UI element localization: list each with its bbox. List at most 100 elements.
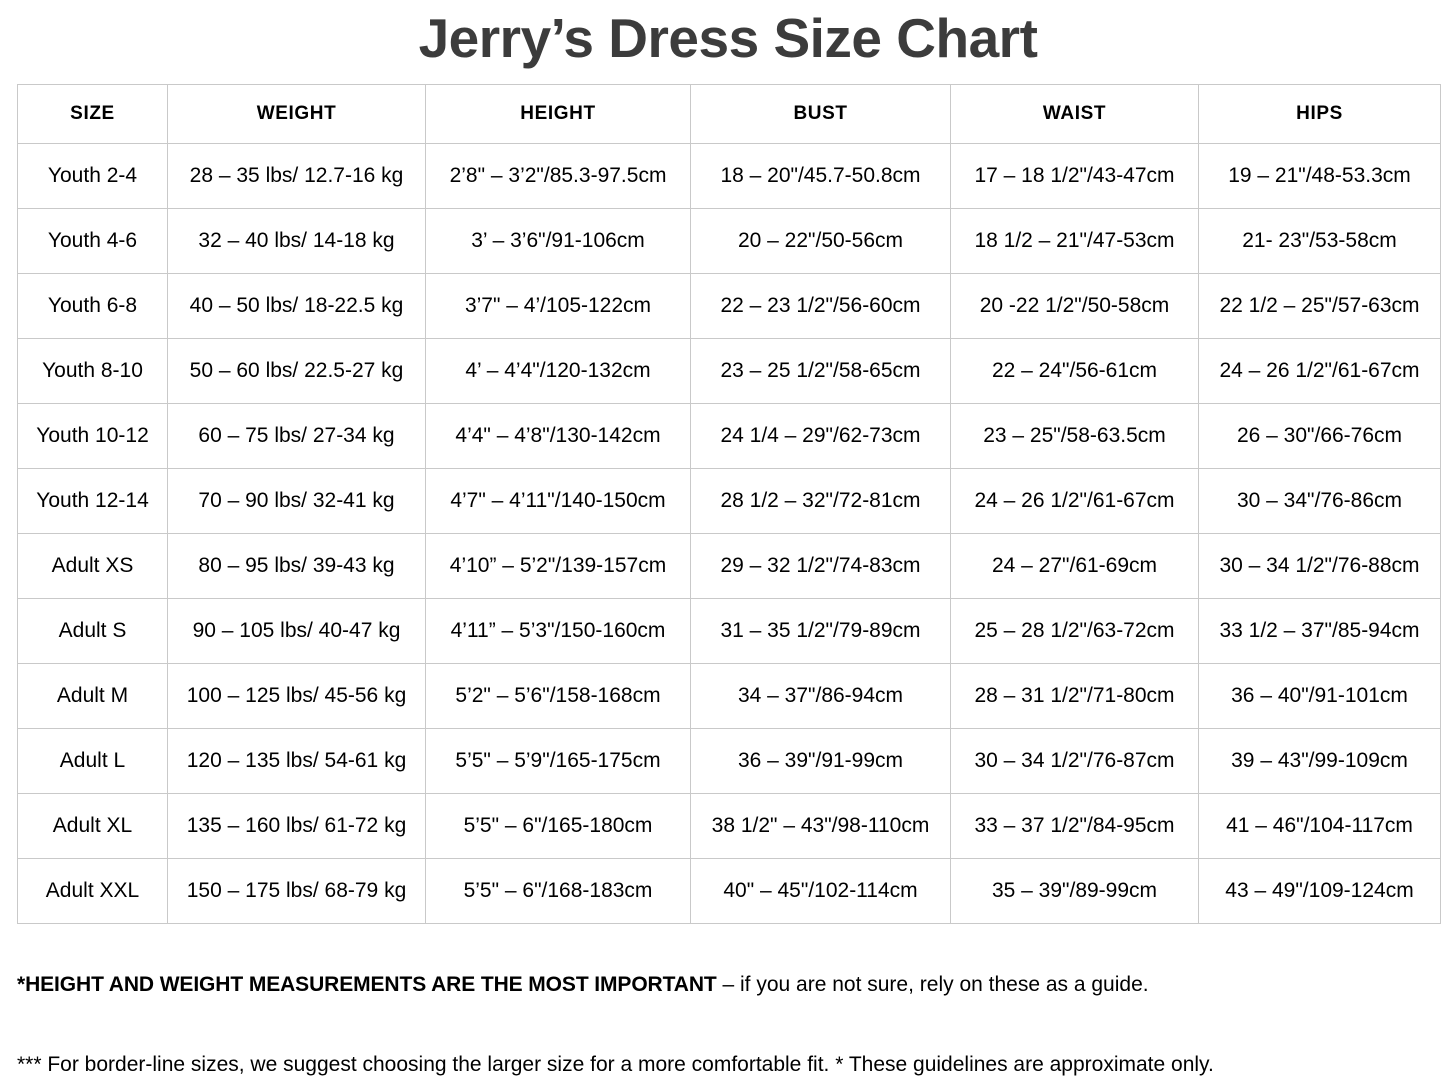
cell-hips: 30 – 34"/76-86cm [1198, 467, 1441, 534]
cell-size: Youth 4-6 [17, 207, 168, 274]
size-table-container: SIZE WEIGHT HEIGHT BUST WAIST HIPS Youth… [17, 83, 1441, 924]
cell-weight: 135 – 160 lbs/ 61-72 kg [167, 792, 426, 859]
table-row: Youth 12-14 70 – 90 lbs/ 32-41 kg 4’7" –… [17, 467, 1441, 534]
cell-bust: 20 – 22"/50-56cm [690, 207, 951, 274]
table-header: SIZE WEIGHT HEIGHT BUST WAIST HIPS [17, 83, 1441, 144]
cell-bust: 38 1/2" – 43"/98-110cm [690, 792, 951, 859]
table-row: Adult XL 135 – 160 lbs/ 61-72 kg 5’5" – … [17, 792, 1441, 859]
cell-waist: 24 – 27"/61-69cm [950, 532, 1199, 599]
cell-waist: 22 – 24"/56-61cm [950, 337, 1199, 404]
cell-hips: 22 1/2 – 25"/57-63cm [1198, 272, 1441, 339]
cell-size: Youth 8-10 [17, 337, 168, 404]
cell-bust: 22 – 23 1/2"/56-60cm [690, 272, 951, 339]
cell-size: Adult XL [17, 792, 168, 859]
column-header-size: SIZE [17, 83, 168, 144]
cell-height: 3’7" – 4’/105-122cm [425, 272, 691, 339]
cell-weight: 60 – 75 lbs/ 27-34 kg [167, 402, 426, 469]
cell-weight: 80 – 95 lbs/ 39-43 kg [167, 532, 426, 599]
table-row: Youth 2-4 28 – 35 lbs/ 12.7-16 kg 2’8" –… [17, 142, 1441, 209]
table-row: Adult XS 80 – 95 lbs/ 39-43 kg 4’10” – 5… [17, 532, 1441, 599]
cell-height: 5’2" – 5’6"/158-168cm [425, 662, 691, 729]
cell-weight: 100 – 125 lbs/ 45-56 kg [167, 662, 426, 729]
cell-bust: 28 1/2 – 32"/72-81cm [690, 467, 951, 534]
cell-size: Adult L [17, 727, 168, 794]
footnote-secondary: *** For border-line sizes, we suggest ch… [17, 1053, 1214, 1077]
cell-bust: 34 – 37"/86-94cm [690, 662, 951, 729]
cell-size: Youth 12-14 [17, 467, 168, 534]
table-row: Youth 8-10 50 – 60 lbs/ 22.5-27 kg 4’ – … [17, 337, 1441, 404]
cell-waist: 33 – 37 1/2"/84-95cm [950, 792, 1199, 859]
cell-bust: 40" – 45"/102-114cm [690, 857, 951, 924]
cell-height: 2’8" – 3’2"/85.3-97.5cm [425, 142, 691, 209]
cell-waist: 24 – 26 1/2"/61-67cm [950, 467, 1199, 534]
cell-weight: 32 – 40 lbs/ 14-18 kg [167, 207, 426, 274]
cell-weight: 50 – 60 lbs/ 22.5-27 kg [167, 337, 426, 404]
footnote-primary: *HEIGHT AND WEIGHT MEASUREMENTS ARE THE … [17, 971, 1439, 1030]
cell-waist: 23 – 25"/58-63.5cm [950, 402, 1199, 469]
cell-bust: 23 – 25 1/2"/58-65cm [690, 337, 951, 404]
cell-waist: 28 – 31 1/2"/71-80cm [950, 662, 1199, 729]
footnote-primary-emphasis: *HEIGHT AND WEIGHT MEASUREMENTS ARE THE … [17, 972, 717, 996]
cell-height: 4’4" – 4’8"/130-142cm [425, 402, 691, 469]
column-header-waist: WAIST [950, 83, 1199, 144]
cell-weight: 40 – 50 lbs/ 18-22.5 kg [167, 272, 426, 339]
cell-waist: 30 – 34 1/2"/76-87cm [950, 727, 1199, 794]
size-chart-page: Jerry’s Dress Size Chart SIZE WEIGHT HEI… [17, 7, 1441, 1076]
table-header-row: SIZE WEIGHT HEIGHT BUST WAIST HIPS [17, 83, 1441, 144]
cell-bust: 18 – 20"/45.7-50.8cm [690, 142, 951, 209]
cell-size: Youth 2-4 [17, 142, 168, 209]
cell-waist: 25 – 28 1/2"/63-72cm [950, 597, 1199, 664]
cell-height: 5’5" – 5’9"/165-175cm [425, 727, 691, 794]
cell-height: 4’10” – 5’2"/139-157cm [425, 532, 691, 599]
cell-hips: 39 – 43"/99-109cm [1198, 727, 1441, 794]
cell-hips: 36 – 40"/91-101cm [1198, 662, 1441, 729]
cell-bust: 24 1/4 – 29"/62-73cm [690, 402, 951, 469]
cell-hips: 30 – 34 1/2"/76-88cm [1198, 532, 1441, 599]
cell-waist: 35 – 39"/89-99cm [950, 857, 1199, 924]
cell-height: 4’11” – 5’3"/150-160cm [425, 597, 691, 664]
cell-size: Adult XXL [17, 857, 168, 924]
table-row: Adult L 120 – 135 lbs/ 54-61 kg 5’5" – 5… [17, 727, 1441, 794]
table-body: Youth 2-4 28 – 35 lbs/ 12.7-16 kg 2’8" –… [17, 142, 1441, 924]
cell-bust: 31 – 35 1/2"/79-89cm [690, 597, 951, 664]
cell-size: Adult S [17, 597, 168, 664]
cell-size: Youth 10-12 [17, 402, 168, 469]
cell-height: 5’5" – 6"/168-183cm [425, 857, 691, 924]
cell-hips: 43 – 49"/109-124cm [1198, 857, 1441, 924]
cell-size: Adult XS [17, 532, 168, 599]
cell-height: 3’ – 3’6"/91-106cm [425, 207, 691, 274]
cell-hips: 21- 23"/53-58cm [1198, 207, 1441, 274]
column-header-bust: BUST [690, 83, 951, 144]
cell-bust: 36 – 39"/91-99cm [690, 727, 951, 794]
cell-hips: 19 – 21"/48-53.3cm [1198, 142, 1441, 209]
page-title: Jerry’s Dress Size Chart [418, 7, 1038, 69]
table-row: Adult M 100 – 125 lbs/ 45-56 kg 5’2" – 5… [17, 662, 1441, 729]
size-chart-table: SIZE WEIGHT HEIGHT BUST WAIST HIPS Youth… [17, 83, 1441, 924]
footnote-primary-rest: – if you are not sure, rely on these as … [716, 972, 1149, 996]
cell-size: Adult M [17, 662, 168, 729]
footnotes: *HEIGHT AND WEIGHT MEASUREMENTS ARE THE … [17, 924, 1439, 1080]
cell-bust: 29 – 32 1/2"/74-83cm [690, 532, 951, 599]
column-header-height: HEIGHT [425, 83, 691, 144]
cell-waist: 18 1/2 – 21"/47-53cm [950, 207, 1199, 274]
table-row: Adult XXL 150 – 175 lbs/ 68-79 kg 5’5" –… [17, 857, 1441, 924]
table-row: Youth 6-8 40 – 50 lbs/ 18-22.5 kg 3’7" –… [17, 272, 1441, 339]
cell-waist: 17 – 18 1/2"/43-47cm [950, 142, 1199, 209]
cell-waist: 20 -22 1/2"/50-58cm [950, 272, 1199, 339]
table-row: Youth 4-6 32 – 40 lbs/ 14-18 kg 3’ – 3’6… [17, 207, 1441, 274]
cell-height: 4’7" – 4’11"/140-150cm [425, 467, 691, 534]
cell-weight: 150 – 175 lbs/ 68-79 kg [167, 857, 426, 924]
cell-height: 4’ – 4’4"/120-132cm [425, 337, 691, 404]
cell-size: Youth 6-8 [17, 272, 168, 339]
cell-weight: 70 – 90 lbs/ 32-41 kg [167, 467, 426, 534]
cell-hips: 33 1/2 – 37"/85-94cm [1198, 597, 1441, 664]
cell-weight: 90 – 105 lbs/ 40-47 kg [167, 597, 426, 664]
cell-hips: 24 – 26 1/2"/61-67cm [1198, 337, 1441, 404]
column-header-hips: HIPS [1198, 83, 1441, 144]
cell-hips: 41 – 46"/104-117cm [1198, 792, 1441, 859]
cell-weight: 28 – 35 lbs/ 12.7-16 kg [167, 142, 426, 209]
cell-height: 5’5" – 6"/165-180cm [425, 792, 691, 859]
cell-hips: 26 – 30"/66-76cm [1198, 402, 1441, 469]
column-header-weight: WEIGHT [167, 83, 426, 144]
cell-weight: 120 – 135 lbs/ 54-61 kg [167, 727, 426, 794]
